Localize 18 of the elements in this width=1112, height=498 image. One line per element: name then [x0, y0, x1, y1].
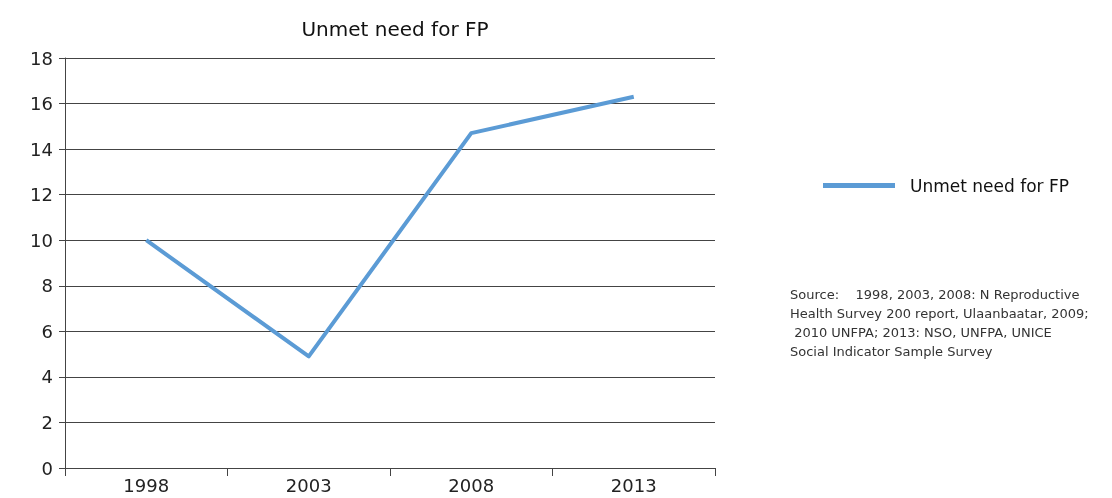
x-tick-label: 2013	[610, 474, 657, 496]
legend-label: Unmet need for FP	[910, 175, 1070, 196]
x-tick-label: 2003	[285, 474, 332, 496]
y-tick-label: 16	[30, 93, 53, 115]
y-tick-label: 4	[41, 366, 53, 388]
y-tick-label: 2	[41, 411, 53, 433]
chart-title: Unmet need for FP	[301, 17, 489, 41]
x-tick-label: 1998	[123, 474, 170, 496]
source-note: Source: 1998, 2003, 2008: N Reproductive Health Survey 200 report, Ulaanbaatar, 2009; 2010 UNFPA; 2013: NSO, UNFPA, UNICE Social Indicator Sample Survey	[790, 287, 1089, 359]
y-tick-label: 12	[30, 184, 53, 206]
y-tick-label: 8	[41, 275, 53, 297]
x-tick-label: 2008	[448, 474, 495, 496]
y-tick-label: 6	[41, 320, 53, 342]
y-tick-label: 14	[30, 138, 53, 160]
y-tick-label: 0	[41, 457, 53, 479]
y-tick-label: 10	[30, 229, 53, 251]
y-tick-label: 18	[30, 47, 53, 69]
line-series	[144, 94, 636, 359]
